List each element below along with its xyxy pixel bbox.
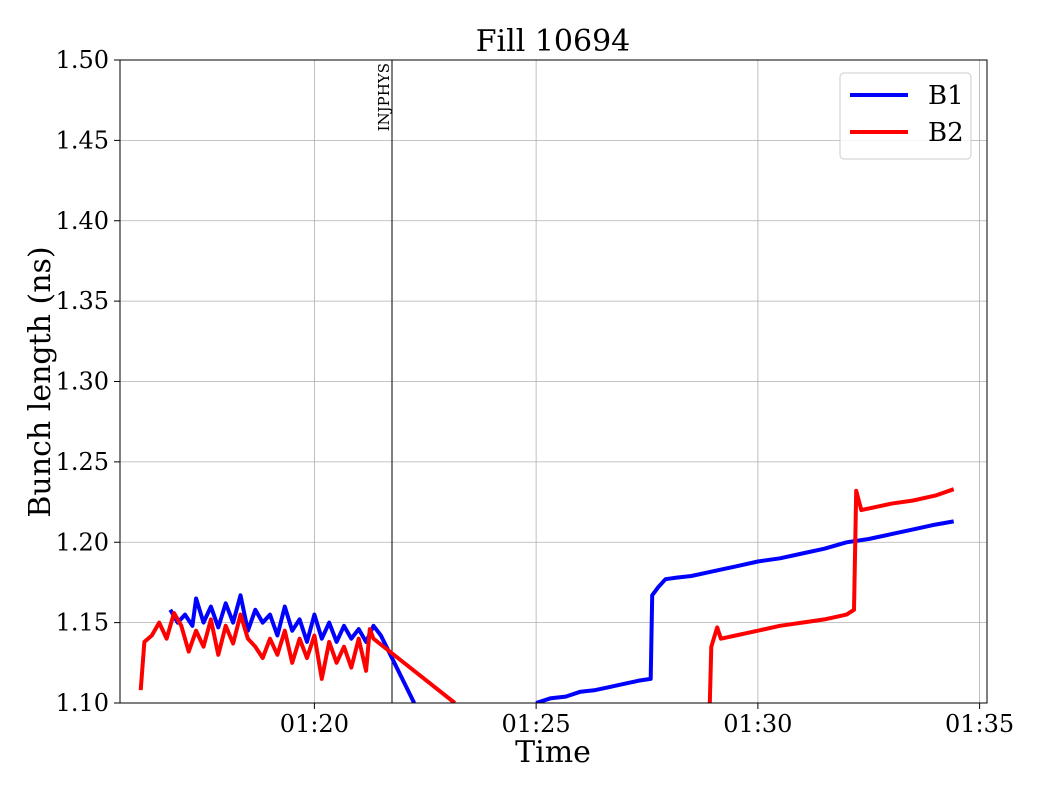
x-axis-ticks: 01:20 01:25 01:30 01:35 bbox=[280, 703, 1014, 738]
y-tick-label: 1.25 bbox=[56, 448, 109, 476]
x-tick-label: 01:35 bbox=[945, 710, 1014, 738]
y-tick-label: 1.45 bbox=[56, 126, 109, 154]
plot-area bbox=[138, 487, 955, 703]
y-axis-ticks: 1.10 1.15 1.20 1.25 1.30 1.35 1.40 1.45 1.50 bbox=[56, 46, 120, 717]
y-axis-title: Bunch length (ns) bbox=[23, 246, 58, 517]
x-tick-label: 01:25 bbox=[502, 710, 571, 738]
y-tick-label: 1.10 bbox=[56, 689, 109, 717]
x-tick-label: 01:30 bbox=[723, 710, 792, 738]
injphys-marker-label: INJPHYS bbox=[375, 63, 393, 131]
y-tick-label: 1.30 bbox=[56, 368, 109, 396]
y-tick-label: 1.35 bbox=[56, 287, 109, 315]
y-tick-label: 1.15 bbox=[56, 609, 109, 637]
y-tick-label: 1.20 bbox=[56, 528, 109, 556]
legend-label-b2: B2 bbox=[928, 118, 964, 148]
y-tick-label: 1.50 bbox=[56, 46, 109, 74]
series-line-b1-0 bbox=[168, 593, 416, 703]
x-axis-title: Time bbox=[515, 735, 591, 770]
annotation-layer: INJPHYS bbox=[375, 60, 393, 703]
series-line-b1-1 bbox=[535, 519, 955, 703]
chart-title: Fill 10694 bbox=[476, 24, 631, 59]
legend-label-b1: B1 bbox=[928, 81, 964, 111]
x-tick-label: 01:20 bbox=[280, 710, 349, 738]
series-line-b2-2 bbox=[138, 611, 457, 703]
series-layer bbox=[138, 487, 955, 703]
y-tick-label: 1.40 bbox=[56, 207, 109, 235]
series-line-b2-3 bbox=[707, 487, 955, 703]
legend: B1 B2 bbox=[839, 72, 972, 160]
